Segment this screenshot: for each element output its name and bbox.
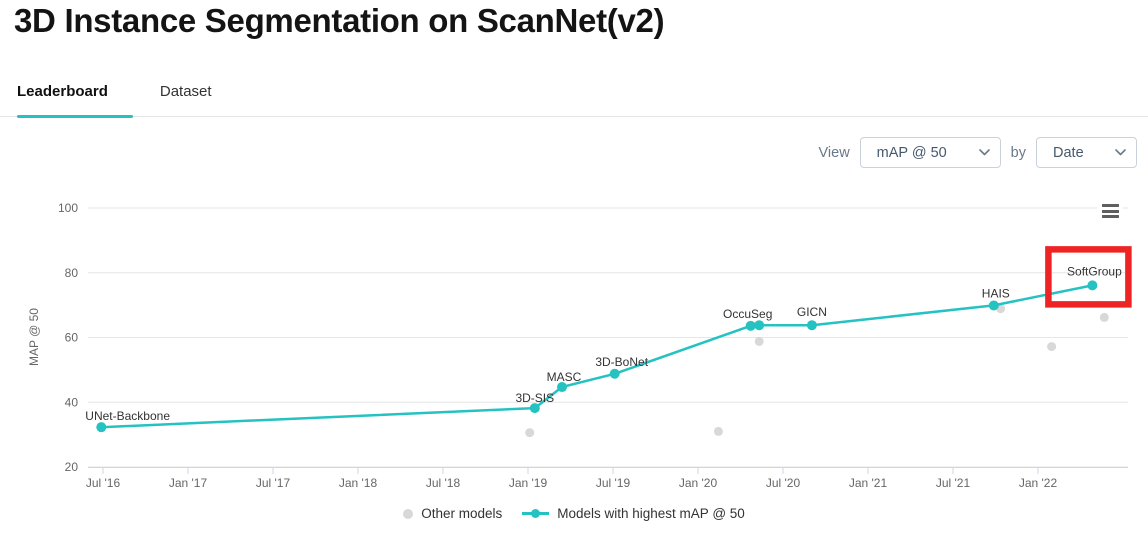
point-hais[interactable] <box>988 300 999 311</box>
other-model-point[interactable] <box>1099 312 1109 322</box>
other-model-point[interactable] <box>754 336 764 346</box>
point-softgroup[interactable] <box>1087 280 1098 291</box>
point-model[interactable] <box>754 320 765 331</box>
point-gicn[interactable] <box>806 320 817 331</box>
x-tick-label: Jul '19 <box>596 476 631 490</box>
y-tick-label: 40 <box>65 395 79 409</box>
legend-item-other-models[interactable]: Other models <box>403 506 502 521</box>
sota-line <box>100 284 1094 429</box>
y-axis-title: MAP @ 50 <box>27 308 41 366</box>
legend-label-other-models: Other models <box>421 506 503 521</box>
chart-menu-button[interactable] <box>1097 201 1123 221</box>
other-model-point[interactable] <box>1047 342 1057 352</box>
x-tick-label: Jan '17 <box>169 476 208 490</box>
legend-dot-icon <box>403 508 414 519</box>
x-tick-label: Jan '21 <box>849 476 888 490</box>
point-label-3d-bonet: 3D-BoNet <box>595 355 648 369</box>
y-tick-label: 100 <box>58 201 78 215</box>
chevron-down-icon <box>1115 149 1126 156</box>
x-tick-label: Jan '20 <box>679 476 718 490</box>
page-title: 3D Instance Segmentation on ScanNet(v2) <box>14 2 665 39</box>
point-masc[interactable] <box>557 382 567 393</box>
other-model-point[interactable] <box>525 428 535 438</box>
x-tick-label: Jul '16 <box>86 476 121 490</box>
legend-item-highest-map[interactable]: Models with highest mAP @ 50 <box>522 506 745 521</box>
y-tick-label: 60 <box>65 331 79 345</box>
point-3d-sis[interactable] <box>529 403 540 414</box>
point-label-gicn: GICN <box>797 305 827 319</box>
point-label-unet-backbone: UNet-Backbone <box>85 409 170 423</box>
chart-legend: Other models Models with highest mAP @ 5… <box>0 506 1148 521</box>
x-tick-label: Jul '20 <box>766 476 801 490</box>
tab-bar: Leaderboard Dataset <box>0 73 1148 118</box>
view-controls: View mAP @ 50 by Date <box>818 137 1137 168</box>
point-label-occuseg: OccuSeg <box>723 307 772 321</box>
point-occuseg[interactable] <box>745 320 756 331</box>
x-tick-label: Jul '18 <box>426 476 461 490</box>
x-tick-label: Jul '21 <box>936 476 971 490</box>
chevron-down-icon <box>978 149 990 156</box>
x-tick-label: Jan '19 <box>509 476 548 490</box>
metric-select-value: mAP @ 50 <box>876 144 947 161</box>
point-label-softgroup: SoftGroup <box>1067 264 1122 278</box>
by-label: by <box>1010 144 1026 161</box>
point-label-masc: MASC <box>547 370 582 384</box>
highlight-box <box>1045 246 1132 308</box>
point-unet-backbone[interactable] <box>96 422 107 433</box>
tab-dataset[interactable]: Dataset <box>159 83 212 100</box>
view-label: View <box>818 144 850 161</box>
point-3d-bonet[interactable] <box>609 368 620 379</box>
y-tick-label: 80 <box>65 266 79 280</box>
date-select[interactable]: Date <box>1036 137 1137 168</box>
other-model-point[interactable] <box>713 426 723 436</box>
other-model-point[interactable] <box>996 304 1006 314</box>
y-tick-label: 20 <box>65 460 79 474</box>
date-select-value: Date <box>1053 144 1084 161</box>
x-tick-label: Jul '17 <box>256 476 291 490</box>
metric-select[interactable]: mAP @ 50 <box>859 137 1001 168</box>
point-label-hais: HAIS <box>982 286 1010 300</box>
legend-line-dot-icon <box>522 509 550 518</box>
x-tick-label: Jan '22 <box>1019 476 1058 490</box>
x-tick-label: Jan '18 <box>339 476 378 490</box>
tab-leaderboard[interactable]: Leaderboard <box>17 73 133 118</box>
legend-label-highest-map: Models with highest mAP @ 50 <box>557 506 745 521</box>
point-label-3d-sis: 3D-SIS <box>515 391 554 405</box>
